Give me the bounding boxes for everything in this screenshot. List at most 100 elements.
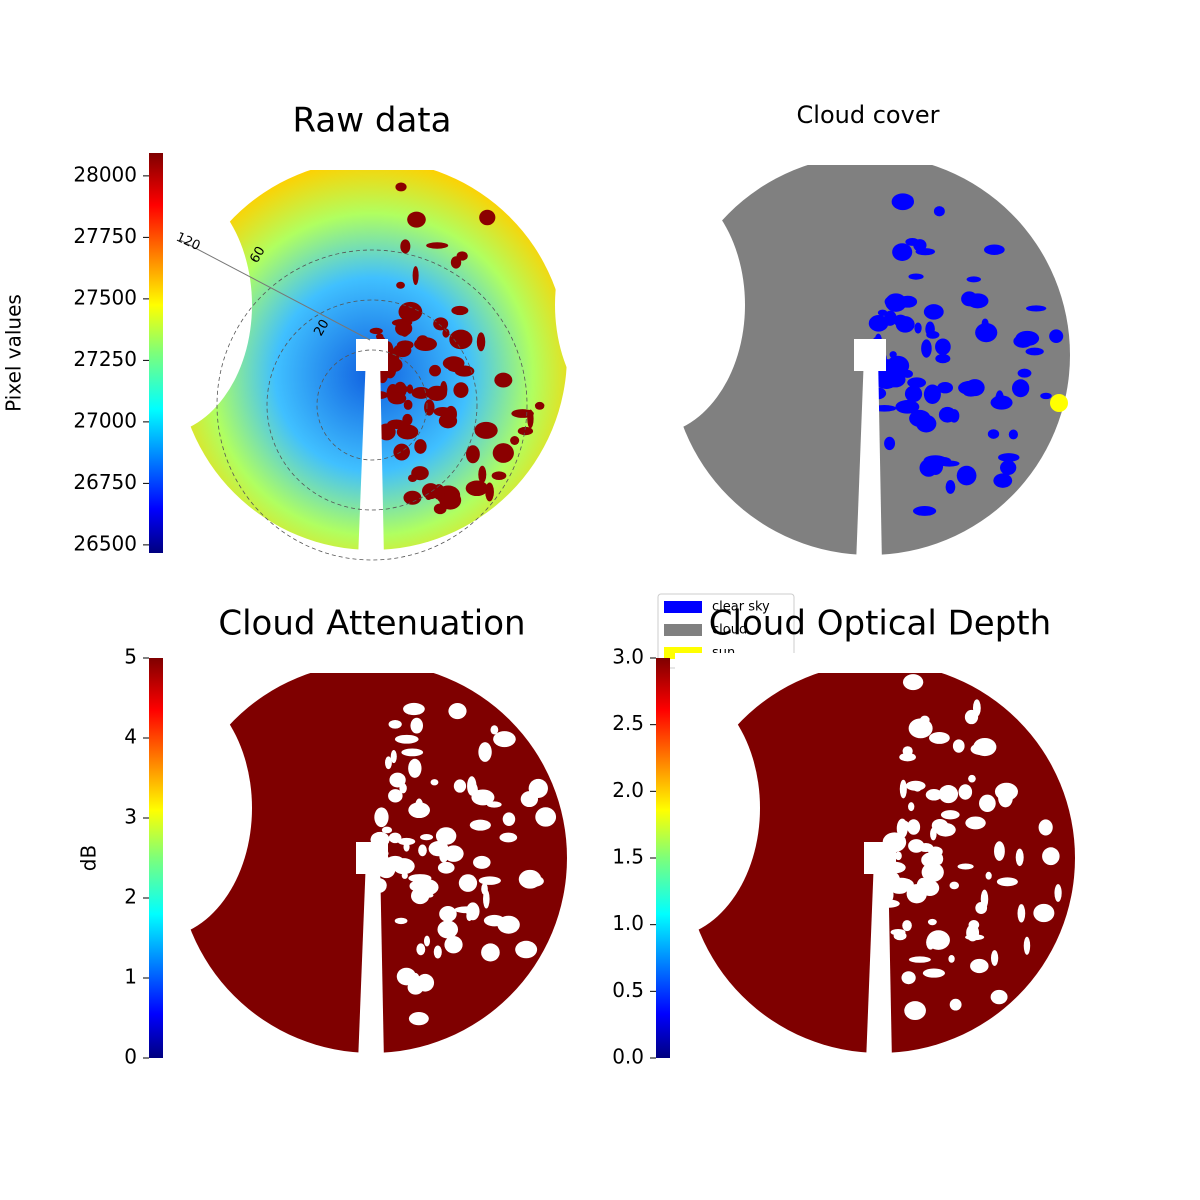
sky-blob [403, 399, 413, 410]
sky-blob [968, 920, 980, 930]
y-tick-label: 2.0 [612, 778, 644, 802]
sky-blob [908, 802, 915, 812]
sky-blob [990, 950, 999, 966]
mask-center [356, 842, 388, 874]
sky-blob [453, 779, 467, 793]
sky-blob [884, 310, 897, 326]
sky-blob [949, 881, 959, 890]
y-tick-label: 1.5 [612, 845, 644, 869]
legend-swatch [664, 601, 702, 613]
sky-blob [928, 846, 943, 857]
sky-blob [396, 281, 405, 289]
sky-blob [466, 902, 480, 921]
sky-blob [919, 458, 938, 477]
sky-blob [381, 826, 393, 834]
sky-blob [939, 460, 960, 467]
sky-blob [923, 384, 941, 404]
sky-blob [884, 295, 902, 308]
sky-blob [905, 238, 920, 246]
sky-blob [1033, 903, 1055, 923]
y-tick-label: 0 [124, 1045, 137, 1069]
sky-blob [886, 355, 910, 376]
sky-blob [433, 317, 449, 331]
sky-blob [442, 328, 450, 338]
sky-blob [396, 424, 419, 440]
polar-label: 20 [311, 317, 332, 339]
sky-blob [923, 304, 944, 320]
sky-blob [385, 756, 392, 770]
sky-blob [927, 918, 937, 926]
sky-blob [416, 335, 429, 348]
sky-blob [492, 443, 514, 463]
sky-blob [899, 752, 916, 762]
sky-blob [935, 338, 951, 356]
sky-blob [949, 998, 962, 1011]
mask-corner [167, 150, 577, 170]
sky-blob [996, 877, 1018, 887]
sky-blob [518, 869, 542, 889]
sky-blob [432, 484, 445, 500]
sky-blob [948, 954, 955, 963]
sky-blob [398, 301, 423, 322]
sky-blob [439, 906, 457, 922]
colorbar [656, 658, 670, 1058]
sky-blob [403, 490, 422, 505]
sky-blob [396, 967, 417, 986]
sky-blob [401, 748, 424, 757]
sky-blob [926, 935, 935, 950]
sky-blob [891, 193, 915, 211]
sky-blob [895, 400, 920, 414]
sky-blob [502, 812, 516, 826]
sky-blob [437, 920, 459, 939]
sky-blob [1049, 329, 1064, 344]
sky-blob [395, 182, 407, 192]
sky-blob [907, 377, 927, 388]
sky-blob [418, 844, 427, 857]
sky-blob [535, 807, 557, 827]
sky-blob [1023, 936, 1031, 955]
sky-blob [374, 807, 389, 828]
sky-blob [968, 774, 976, 783]
sky-blob [438, 413, 458, 429]
sky-blob [1017, 368, 1032, 378]
sky-blob [914, 322, 922, 334]
sky-blob [908, 956, 931, 963]
panel-title: Cloud Optical Depth [709, 604, 1051, 644]
sky-blob [933, 206, 945, 217]
sky-blob [410, 717, 424, 734]
sky-blob [993, 473, 1013, 488]
sky-blob [916, 414, 937, 433]
sky-blob [931, 818, 949, 833]
mask-arm [358, 355, 384, 560]
sky-blob [458, 874, 478, 892]
sky-blob [377, 423, 396, 441]
sky-blob [388, 789, 403, 803]
sky-blob [499, 832, 518, 843]
sky-blob [979, 794, 996, 813]
y-axis-label: dB [77, 845, 101, 871]
colorbar [149, 658, 163, 1058]
sky-blob [412, 266, 419, 285]
sky-blob [426, 385, 447, 401]
sky-blob [478, 876, 501, 885]
sky-blob [902, 674, 924, 691]
sky-blob [963, 390, 978, 397]
sky-blob [408, 802, 430, 819]
sky-blob [890, 878, 914, 891]
sky-blob [937, 382, 954, 394]
mask-corner [660, 145, 1080, 165]
sky-blob [416, 943, 426, 956]
sky-blob [995, 390, 1005, 409]
mask-corner [167, 653, 577, 673]
sky-blob [898, 295, 918, 308]
sky-blob [479, 209, 496, 226]
sky-blob [987, 429, 1000, 439]
sky-blob [998, 453, 1020, 462]
sky-blob [994, 841, 1005, 861]
sky-blob [416, 879, 439, 896]
sky-blob [369, 327, 383, 335]
sky-blob [465, 480, 489, 497]
sky-blob [904, 1001, 926, 1021]
sky-blob [907, 819, 921, 835]
